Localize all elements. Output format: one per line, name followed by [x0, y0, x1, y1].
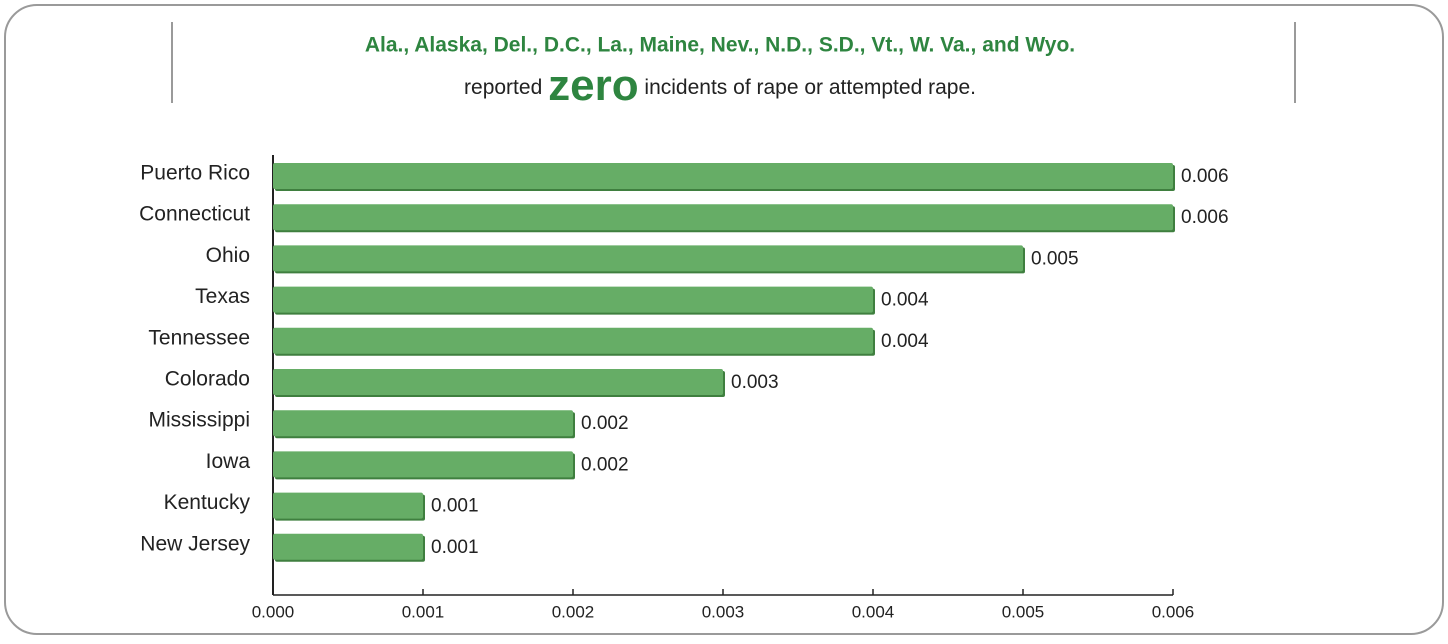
y-tick-label: Puerto Rico [140, 162, 250, 185]
bar [273, 327, 873, 354]
bar [273, 245, 1023, 272]
y-tick-label: Texas [195, 285, 250, 308]
y-tick-label: Kentucky [164, 491, 251, 514]
x-tick-label: 0.006 [1152, 602, 1195, 621]
bar [273, 451, 573, 478]
chart-subtitle: reported zero incidents of rape or attem… [464, 61, 976, 110]
x-tick-label: 0.004 [852, 602, 895, 621]
y-tick-label: Connecticut [139, 203, 250, 226]
y-tick-label: Ohio [206, 244, 250, 267]
y-tick-label: Tennessee [148, 326, 250, 349]
value-label: 0.002 [581, 413, 629, 434]
value-label: 0.006 [1181, 166, 1229, 187]
value-label: 0.004 [881, 331, 929, 352]
value-label: 0.004 [881, 290, 929, 311]
y-tick-label: New Jersey [140, 532, 250, 555]
value-label: 0.006 [1181, 207, 1229, 228]
bar [273, 369, 723, 395]
bar [273, 533, 423, 560]
x-tick-label: 0.000 [252, 602, 295, 621]
subtitle-emphasis: zero [548, 61, 638, 110]
value-label: 0.003 [731, 372, 779, 393]
x-tick-label: 0.002 [552, 602, 595, 621]
bar [273, 410, 573, 437]
value-label: 0.001 [431, 537, 479, 558]
value-label: 0.001 [431, 496, 479, 517]
bar [273, 492, 423, 519]
value-label: 0.002 [581, 454, 629, 475]
bar [273, 286, 873, 313]
frame [4, 4, 1444, 635]
y-tick-label: Iowa [206, 450, 251, 473]
bar [273, 204, 1173, 231]
chart-title: Ala., Alaska, Del., D.C., La., Maine, Ne… [365, 34, 1075, 57]
bar [273, 163, 1173, 189]
y-tick-label: Mississippi [148, 409, 250, 432]
x-tick-label: 0.001 [402, 602, 445, 621]
value-label: 0.005 [1031, 248, 1079, 269]
subtitle-text: reported [464, 76, 542, 99]
x-tick-label: 0.005 [1002, 602, 1045, 621]
y-tick-label: Colorado [165, 368, 250, 391]
subtitle-text: incidents of rape or attempted rape. [644, 76, 976, 99]
x-tick-label: 0.003 [702, 602, 745, 621]
